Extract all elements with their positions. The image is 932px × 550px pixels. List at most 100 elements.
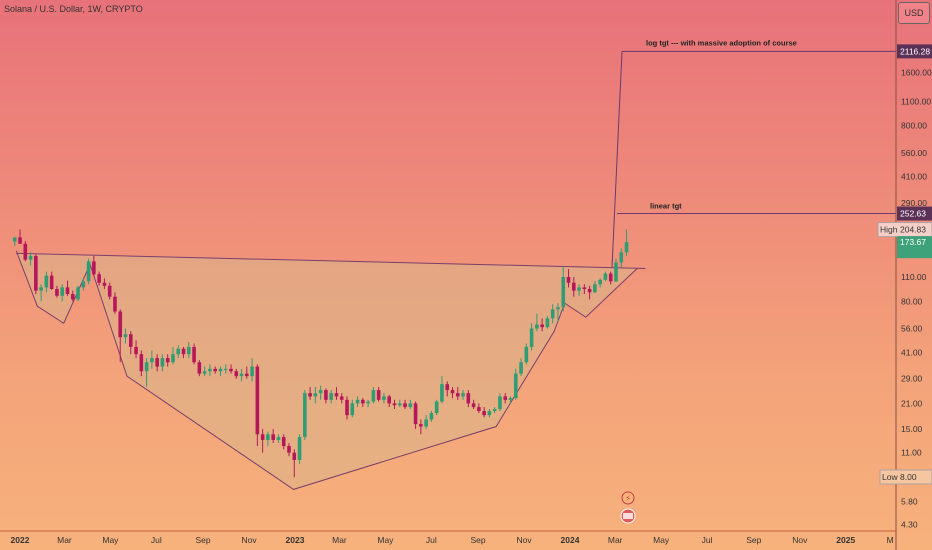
currency-selector[interactable]: USD <box>898 2 930 24</box>
candle-body <box>550 309 555 319</box>
candle-body <box>271 434 275 440</box>
candle-body <box>487 410 492 416</box>
candle-body <box>266 434 270 440</box>
candle-body <box>287 446 291 453</box>
candle-body <box>482 410 486 416</box>
candle-body <box>128 334 133 347</box>
candle-body <box>28 255 33 260</box>
candle-body <box>223 368 228 370</box>
x-tick-label: Sep <box>746 535 761 545</box>
candle-body <box>292 452 297 460</box>
high-value: 204.83 <box>900 225 926 235</box>
candle-body <box>545 318 550 328</box>
x-tick-label: 2022 <box>11 535 30 545</box>
candle-body <box>413 403 418 425</box>
x-tick-label: Nov <box>516 535 532 545</box>
candle-body <box>371 390 376 402</box>
candle-body <box>303 393 307 438</box>
candle-body <box>60 287 65 296</box>
candle-body <box>229 368 233 372</box>
candle-body <box>408 403 413 408</box>
y-tick-label: 110.00 <box>901 272 927 282</box>
log-target-label: log tgt --- with massive adoption of cou… <box>646 38 797 47</box>
candle-body <box>65 287 70 295</box>
candle-body <box>424 419 428 427</box>
candle-body <box>434 401 439 414</box>
candle-body <box>334 393 339 397</box>
candle-body <box>535 324 539 329</box>
candle-body <box>102 282 107 286</box>
low-value: 8.00 <box>900 472 917 482</box>
cup-outline <box>15 250 639 490</box>
lightning-glyph: ⚡ <box>625 494 631 503</box>
lightning-icon[interactable] <box>621 491 635 505</box>
candle-body <box>582 287 587 289</box>
candle-body <box>540 324 544 328</box>
candle-body <box>155 358 159 367</box>
candle-body <box>577 287 581 291</box>
linear-target-badge <box>897 206 932 221</box>
x-tick-label: Nov <box>241 535 257 545</box>
last-price-value: 173.67 <box>900 237 926 247</box>
x-tick-label: Sep <box>196 535 211 545</box>
x-tick-label: Jul <box>151 535 162 545</box>
y-tick-label: 4.30 <box>901 519 918 529</box>
candle-body <box>113 296 117 312</box>
candle-body <box>329 393 333 400</box>
candle-body <box>361 399 365 404</box>
candle-body <box>12 237 17 242</box>
last-price-badge <box>897 236 932 259</box>
candle-body <box>524 346 529 363</box>
chart-title: Solana / U.S. Dollar, 1W, CRYPTO <box>4 4 143 14</box>
candle-body <box>318 390 323 394</box>
y-tick-label: 80.00 <box>901 296 923 306</box>
candle-body <box>619 252 624 263</box>
candle-body <box>276 437 281 440</box>
candle-body <box>181 348 186 355</box>
candle-body <box>49 275 54 289</box>
candle-body <box>86 261 91 282</box>
candle-body <box>461 393 465 397</box>
y-tick-label: 29.00 <box>901 374 923 384</box>
candle-body <box>561 277 566 308</box>
high-label: High <box>880 225 898 235</box>
y-tick-label: 11.00 <box>901 448 922 458</box>
candle-body <box>608 273 613 282</box>
candle-body <box>313 393 318 397</box>
x-tick-label: May <box>377 535 394 545</box>
candle-body <box>492 409 497 411</box>
y-tick-label: 5.80 <box>901 497 918 507</box>
candle-body <box>18 237 22 244</box>
candle-body <box>376 390 381 400</box>
y-axis: 1600.00 1100.00 800.00 560.00 410.00 290.00 11… <box>901 68 932 530</box>
candle-body <box>92 261 96 275</box>
candle-body <box>134 346 138 355</box>
candle-body <box>239 373 244 377</box>
candle-body <box>587 288 592 293</box>
candle-body <box>197 362 202 374</box>
linear-target-value: 252.63 <box>900 209 926 219</box>
x-tick-label: 2025 <box>836 535 855 545</box>
candle-body <box>419 424 423 427</box>
candle-body <box>450 390 455 394</box>
candle-body <box>213 368 217 372</box>
x-tick-label: Nov <box>792 535 808 545</box>
candle-body <box>382 396 386 400</box>
candle-body <box>366 401 370 404</box>
candle-body <box>139 354 144 372</box>
candle-body <box>440 384 444 402</box>
candle-body <box>345 399 349 416</box>
candle-body <box>455 393 460 397</box>
y-tick-label: 56.00 <box>901 324 923 334</box>
candle-body <box>250 366 254 377</box>
log-target-badge <box>897 44 932 59</box>
candle-body <box>55 288 59 296</box>
flag-glyph <box>623 513 633 519</box>
candle-body <box>297 437 302 460</box>
candle-body <box>118 311 123 338</box>
candle-body <box>208 368 212 372</box>
candle-body <box>234 371 239 377</box>
candle-body <box>350 403 355 416</box>
candle-body <box>202 371 207 374</box>
